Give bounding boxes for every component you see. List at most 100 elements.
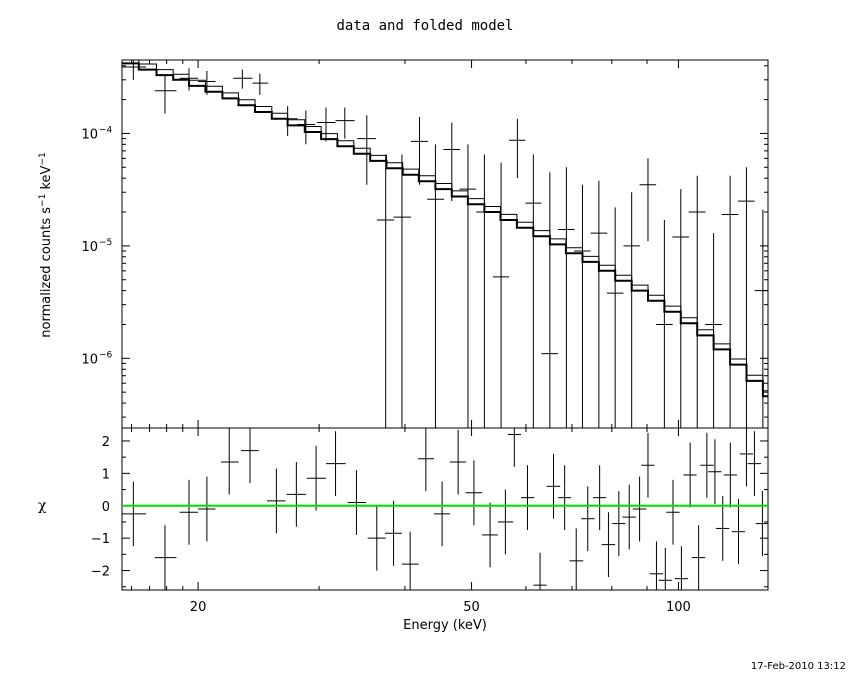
data-point [656, 219, 673, 428]
data-point [705, 233, 722, 428]
residual-point [508, 428, 521, 467]
residual-point [558, 465, 572, 531]
data-point [558, 167, 575, 428]
residual-point [179, 479, 199, 545]
model-histogram [122, 62, 768, 398]
residual-point [267, 468, 286, 534]
data-point [623, 192, 640, 428]
data-point [754, 209, 768, 428]
y-tick-label: 10 [81, 352, 98, 367]
residual-point [649, 541, 664, 590]
data-point [233, 69, 253, 89]
data-point [252, 73, 269, 95]
residual-point [122, 481, 147, 547]
residual-point [418, 428, 435, 492]
timestamp: 17-Feb-2010 13:12 [750, 661, 846, 672]
data-point [122, 60, 147, 80]
residual-point [666, 479, 680, 545]
y-tick-label: 10 [81, 127, 98, 142]
residual-point [241, 428, 259, 484]
residual-tick-label: −1 [91, 532, 110, 547]
data-point [639, 158, 657, 242]
y-tick-exponent: −4 [99, 125, 113, 135]
residual-point [731, 499, 746, 565]
data-point [590, 180, 608, 428]
residual-plot-frame [121, 427, 769, 591]
top-panel: 10−410−510−6 [81, 59, 769, 429]
residual-point [221, 428, 239, 495]
data-point [357, 115, 376, 185]
data-point [476, 154, 493, 428]
residual-point [700, 432, 714, 498]
residual-point [325, 431, 346, 497]
data-point [738, 167, 755, 428]
data-point [492, 162, 510, 428]
residual-axis-label: χ [38, 498, 47, 514]
residual-point [747, 431, 762, 497]
residual-point [683, 442, 697, 508]
residual-point [465, 460, 483, 526]
residual-point [198, 476, 216, 542]
top-plot-frame [121, 59, 769, 429]
residual-point [708, 439, 722, 505]
data-point [541, 172, 559, 428]
residual-point [546, 453, 561, 519]
y-tick-label: 10 [81, 240, 98, 255]
data-point [606, 207, 624, 428]
data-point [427, 144, 445, 428]
residual-point [286, 462, 306, 527]
data-point [335, 107, 355, 139]
residual-point [612, 491, 626, 556]
data-point [721, 175, 739, 428]
chart-title: data and folded model [336, 18, 514, 34]
x-tick-label: 50 [463, 600, 480, 615]
data-point [376, 154, 395, 428]
residual-point [434, 481, 450, 547]
y-tick-exponent: −5 [99, 238, 112, 248]
residual-point [715, 496, 730, 561]
residual-point [581, 486, 595, 552]
residual-point [482, 502, 498, 568]
residual-tick-label: 2 [102, 435, 110, 450]
data-point [672, 189, 689, 428]
residual-point [497, 489, 514, 555]
data-point [574, 184, 591, 428]
y-tick-exponent: −6 [99, 350, 113, 360]
data-point [525, 154, 542, 428]
data-point [459, 144, 477, 428]
data-point [198, 70, 216, 95]
data-point [317, 107, 336, 142]
residual-tick-label: 0 [102, 500, 110, 515]
residual-point [306, 445, 326, 511]
data-point [509, 118, 526, 179]
data-point [410, 117, 428, 185]
x-tick-label: 20 [190, 600, 207, 615]
residual-point [658, 547, 672, 590]
residual-point [641, 432, 655, 498]
residual-point [533, 552, 547, 590]
residual-point [632, 476, 647, 542]
data-point [688, 175, 706, 428]
residual-point [367, 505, 386, 571]
data-point [443, 122, 460, 202]
residual-point [622, 484, 636, 550]
residual-point [401, 531, 419, 590]
residual-point [691, 525, 706, 590]
data-point [393, 154, 411, 428]
data-point [179, 68, 199, 91]
residual-point [755, 491, 768, 556]
residual-tick-label: 1 [102, 467, 110, 482]
residual-point [569, 528, 584, 590]
residual-point [723, 442, 738, 508]
residual-point [674, 546, 689, 590]
residual-point [520, 465, 535, 531]
y-axis-label: normalized counts s−1 keV−1 [37, 152, 55, 338]
residual-panel: −2 −1 0 1 2 [91, 427, 769, 591]
residual-point [347, 470, 366, 535]
residual-point [739, 428, 754, 487]
residual-point [601, 512, 616, 578]
data-point [278, 106, 298, 136]
x-axis-label: Energy (keV) [403, 618, 487, 633]
residual-point [154, 525, 177, 590]
